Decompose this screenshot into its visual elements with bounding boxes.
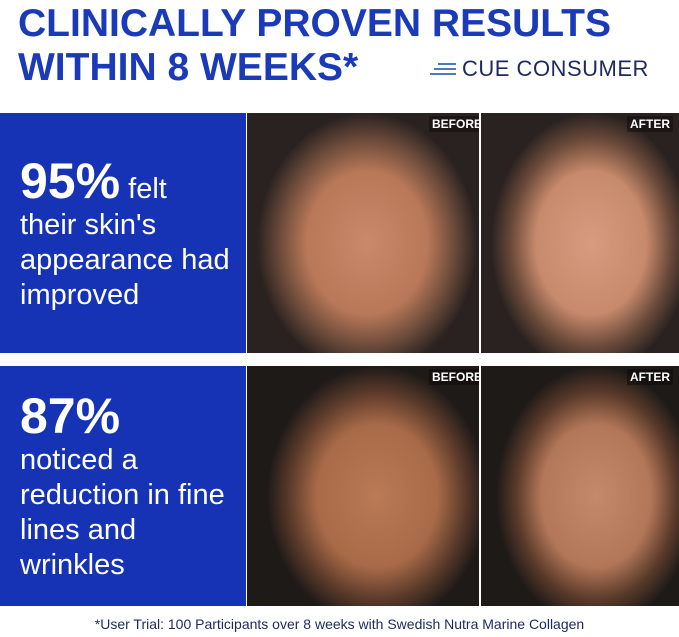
stat-text: their skin's appearance had improved [20,208,230,311]
cue-consumer-logo: CUE CONSUMER [430,56,649,82]
footnote: *User Trial: 100 Participants over 8 wee… [94,616,585,632]
stat-text: noticed a reduction in fine lines and wr… [20,444,225,581]
stat-panel: 87% noticed a reduction in fine lines an… [0,366,246,606]
after-photo: AFTER [481,366,679,606]
headline-line-2: WITHIN 8 WEEKS* [18,46,359,89]
after-label: AFTER [627,369,673,385]
stat-percent: 95% [20,152,121,209]
stat-panel: 95% felt their skin's appearance had imp… [0,113,246,353]
stat-inline-text: felt [120,172,167,205]
before-label: BEFORE [429,116,479,132]
result-row-2: 87% noticed a reduction in fine lines an… [0,366,679,606]
after-label: AFTER [627,116,673,132]
logo-text: CUE CONSUMER [462,56,649,81]
result-row-1: 95% felt their skin's appearance had imp… [0,113,679,353]
before-photo: BEFORE [247,113,479,353]
headline-line-1: CLINICALLY PROVEN RESULTS [18,2,612,45]
stat-percent: 87% [20,388,121,444]
after-photo: AFTER [481,113,679,353]
before-label: BEFORE [429,369,479,385]
before-photo: BEFORE [247,366,479,606]
logo-lines-icon [430,61,456,77]
